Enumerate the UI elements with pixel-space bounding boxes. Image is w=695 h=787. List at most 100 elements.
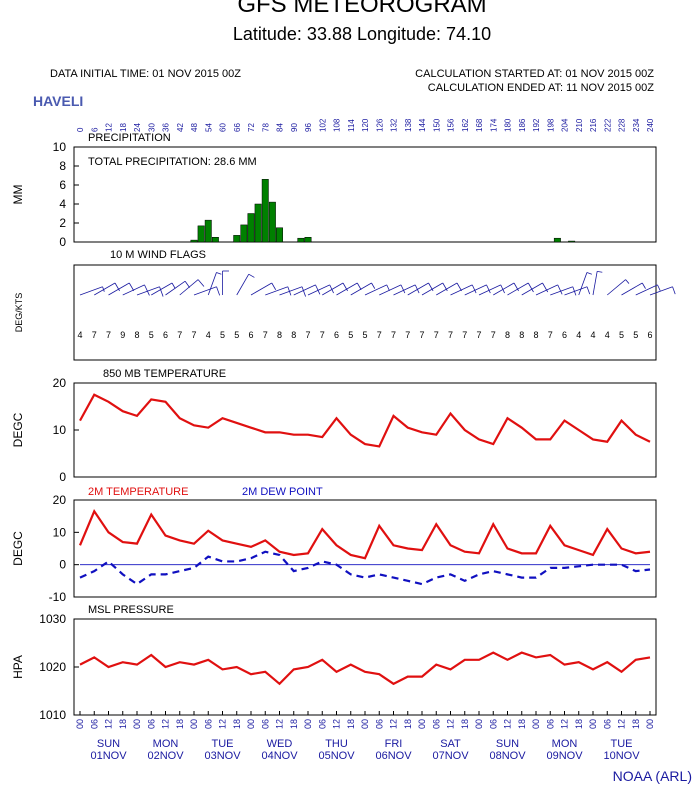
barb-feather [386, 284, 390, 291]
barb-feather [271, 282, 277, 290]
legend-entry: 2M DEW POINT [242, 486, 323, 498]
top-hour-label: 30 [147, 123, 156, 132]
wind-speed: 7 [405, 330, 410, 340]
series-line [79, 550, 651, 586]
bottom-hour-label: 06 [545, 719, 555, 729]
top-hour-label: 84 [276, 123, 285, 132]
barb-staff [322, 282, 344, 296]
y-tick-label: 10 [53, 423, 67, 437]
barb-feather [672, 286, 676, 295]
bottom-hour-label: 12 [161, 719, 171, 729]
wind-barb [550, 286, 577, 296]
wind-barb [250, 282, 277, 296]
barb-staff [79, 286, 103, 296]
wind-speed: 8 [134, 330, 139, 340]
date-label: 06NOV [375, 750, 412, 762]
wind-speed: 7 [548, 330, 553, 340]
bottom-hour-label: 12 [446, 719, 456, 729]
wind-speed: 8 [277, 330, 282, 340]
calc-ended: CALCULATION ENDED AT: 11 NOV 2015 00Z [428, 82, 654, 94]
barb-feather [248, 273, 255, 278]
barb-staff [649, 286, 673, 296]
precip-bar [276, 227, 283, 243]
barb-staff [478, 284, 501, 296]
wind-speed: 7 [263, 330, 268, 340]
barb-staff [250, 282, 272, 296]
bottom-hour-label: 06 [602, 719, 612, 729]
bottom-hour-label: 00 [474, 719, 484, 729]
barb-staff [592, 271, 598, 296]
top-hour-label: 72 [247, 123, 256, 132]
series-line [79, 393, 651, 448]
barb-staff [493, 282, 515, 296]
barb-feather [371, 282, 376, 289]
wind-speed: 7 [476, 330, 481, 340]
wind-speed: 7 [462, 330, 467, 340]
barb-feather [128, 282, 135, 292]
bottom-hour-label: 18 [403, 719, 413, 729]
y-tick-label: 1010 [39, 708, 66, 722]
bottom-hour-label: 12 [275, 719, 285, 729]
wind-speed: 7 [92, 330, 97, 340]
y-axis-label: DEGC [11, 412, 25, 447]
y-axis-label: DEG/KTS [14, 293, 24, 333]
top-hour-label: 186 [518, 118, 527, 132]
bottom-hour-label: 06 [317, 719, 327, 729]
barb-staff [122, 284, 145, 296]
barb-staff [336, 282, 358, 296]
wind-barb [193, 286, 221, 296]
top-hour-label: 216 [589, 118, 598, 132]
precip-bar [197, 225, 205, 243]
top-hour-label: 60 [219, 123, 228, 132]
bottom-hour-label: 12 [560, 719, 570, 729]
wind-barb [122, 284, 150, 296]
barb-staff [535, 284, 558, 296]
barb-staff [307, 284, 330, 296]
wind-barb [364, 284, 390, 296]
subtitle: Latitude: 33.88 Longitude: 74.10 [233, 24, 491, 44]
date-label: 04NOV [261, 750, 298, 762]
day-label: WED [267, 738, 293, 750]
date-label: 01NOV [90, 750, 127, 762]
bottom-hour-label: 18 [460, 719, 470, 729]
wind-speed: 7 [191, 330, 196, 340]
y-tick-label: 4 [59, 197, 66, 211]
top-hour-label: 114 [347, 119, 356, 132]
bottom-hour-label: 18 [175, 719, 185, 729]
top-hour-label: 228 [618, 118, 627, 132]
barb-staff [464, 284, 487, 296]
wind-barb [407, 282, 434, 296]
bottom-hour-label: 18 [631, 719, 641, 729]
precip-bar [211, 237, 219, 243]
wind-barb [151, 282, 176, 296]
y-tick-label: 0 [59, 558, 66, 572]
wind-barb [578, 272, 592, 296]
barb-feather [184, 281, 190, 288]
top-hour-label: 162 [461, 118, 470, 132]
barb-feather [356, 282, 362, 290]
panel-frame [73, 499, 657, 598]
top-hour-label: 138 [404, 118, 413, 132]
wind-barb [207, 272, 222, 296]
barb-feather [586, 286, 591, 295]
panel-title: 850 MB TEMPERATURE [103, 368, 226, 380]
top-hour-label: 210 [575, 118, 584, 132]
wind-speed: 4 [77, 330, 82, 340]
y-tick-label: 0 [59, 235, 66, 249]
annotation: TOTAL PRECIPITATION: 28.6 MM [88, 156, 257, 168]
wind-speed: 7 [491, 330, 496, 340]
precip-bar [568, 240, 576, 243]
wind-barb [322, 282, 348, 296]
wind-barb [507, 282, 534, 296]
barb-feather [471, 284, 477, 294]
barb-feather [144, 284, 150, 296]
wind-speed: 4 [576, 330, 581, 340]
barb-staff [564, 286, 588, 296]
precip-bar [304, 237, 312, 243]
legend-entry: 2M TEMPERATURE [88, 486, 188, 498]
wind-speed: 7 [106, 330, 111, 340]
wind-speed: 4 [206, 330, 211, 340]
wind-speed: 7 [448, 330, 453, 340]
wind-speed: 9 [120, 330, 125, 340]
barb-feather [428, 282, 434, 292]
